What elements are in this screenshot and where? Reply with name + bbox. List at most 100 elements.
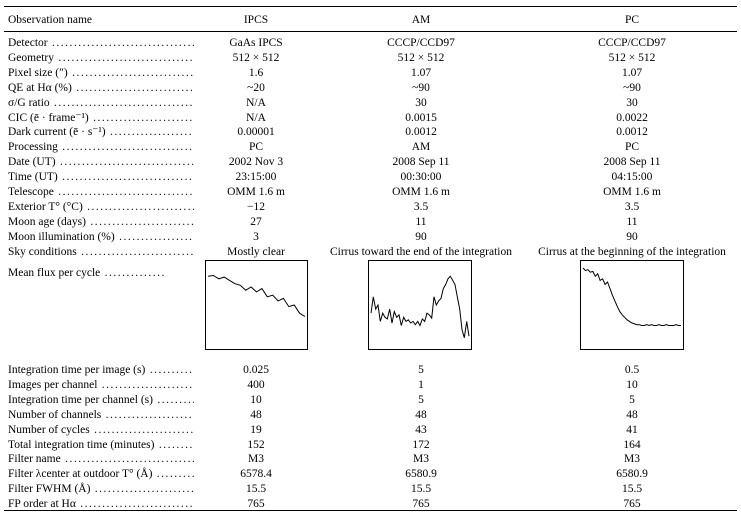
row-label: Images per channel .....................… <box>8 378 194 392</box>
cell-ipcs: 400 <box>247 378 265 391</box>
cell-am: 3.5 <box>413 200 429 213</box>
cell-pc: 0.0012 <box>616 126 648 139</box>
row-label-text: Filter λcenter at outdoor T° (Å) <box>8 468 153 481</box>
top-rule <box>4 6 737 7</box>
cell-ipcs: GaAs IPCS <box>229 37 283 49</box>
cell-ipcs: Mostly clear <box>227 245 285 258</box>
cell-ipcs: 19 <box>250 423 262 436</box>
flux-label: Mean flux per cycle .............. <box>8 266 194 280</box>
row-label-text: Processing <box>8 141 58 154</box>
flux-chart-am <box>368 260 472 350</box>
label-dots: .................................. <box>80 498 194 511</box>
cell-am: 6580.9 <box>405 468 437 481</box>
row-label-text: Integration time per image (s) <box>8 364 146 376</box>
cell-pc: 10 <box>626 378 638 391</box>
flux-series-line <box>207 274 306 317</box>
cell-ipcs: 152 <box>247 438 265 451</box>
header-am: AM <box>411 14 431 26</box>
cell-ipcs: 23:15:00 <box>235 171 277 184</box>
cell-am: 0.0015 <box>405 111 437 124</box>
flux-series-line <box>582 267 681 327</box>
label-dots: .................................. <box>94 423 194 436</box>
cell-ipcs: N/A <box>246 111 266 124</box>
row-label: Filter FWHM (Å) ........................… <box>8 482 194 496</box>
cell-ipcs: 765 <box>247 498 265 511</box>
row-label: QE at Hα (%) ...........................… <box>8 81 194 95</box>
row-label: Date (UT) ..............................… <box>8 155 194 169</box>
cell-am: 48 <box>415 408 427 421</box>
cell-ipcs: 1.6 <box>248 66 264 79</box>
label-dots: .................................. <box>156 468 194 481</box>
row-label: Integration time per image (s) .........… <box>8 363 194 377</box>
cell-ipcs: 512 × 512 <box>232 51 280 64</box>
cell-ipcs: 10 <box>250 393 262 406</box>
row-label-text: Detector <box>8 37 48 49</box>
cell-am: ~90 <box>412 81 430 94</box>
row-label-text: QE at Hα (%) <box>8 81 72 94</box>
cell-pc: ~90 <box>623 81 641 94</box>
row-label: Exterior T° (°C) .......................… <box>8 200 194 214</box>
row-label-text: Dark current (ē · s⁻¹) <box>8 126 106 139</box>
label-dots: .................................. <box>53 186 194 198</box>
cell-pc: CCCP/CCD97 <box>598 37 666 49</box>
row-label: Geometry ...............................… <box>8 51 194 65</box>
row-label-text: Moon age (days) <box>8 215 86 228</box>
cell-am: 00:30:00 <box>400 171 442 184</box>
label-dots: .................................. <box>94 483 194 496</box>
cell-pc: 11 <box>626 215 638 228</box>
row-label-text: Filter name <box>8 453 61 466</box>
row-label-text: Exterior T° (°C) <box>8 200 83 213</box>
cell-am: Cirrus toward the end of the integration <box>329 245 513 258</box>
cell-pc: 512 × 512 <box>608 51 656 64</box>
row-label-text: σ/G ratio <box>8 96 50 109</box>
row-label: CIC (ē · frame⁻¹) ......................… <box>8 111 194 125</box>
row-label-text: Time (UT) <box>8 171 58 184</box>
cell-am: AM <box>411 141 431 154</box>
label-dots: .................................. <box>119 230 194 243</box>
flux-plot-am <box>368 260 472 350</box>
label-dots: .................................. <box>93 111 194 124</box>
row-label: Processing .............................… <box>8 140 194 154</box>
row-label-text: Geometry <box>8 51 54 64</box>
row-label: Time (UT) ..............................… <box>8 170 194 184</box>
label-dots: .................................. <box>49 96 194 109</box>
cell-ipcs: M3 <box>248 453 264 466</box>
row-label-text: CIC (ē · frame⁻¹) <box>8 111 89 124</box>
cell-ipcs: 2002 Nov 3 <box>228 156 284 169</box>
label-dots: .................................. <box>81 245 194 258</box>
cell-am: 90 <box>415 230 427 243</box>
cell-am: 0.0012 <box>405 126 437 139</box>
cell-ipcs: PC <box>248 141 264 154</box>
bottom-rule <box>4 510 737 511</box>
cell-pc: 765 <box>623 498 641 511</box>
flux-chart-ipcs <box>205 260 308 350</box>
label-dots: .................................. <box>157 393 194 406</box>
row-label-text: Sky conditions <box>8 245 77 258</box>
label-dots: .................................. <box>110 126 194 139</box>
cell-pc: 2008 Sep 11 <box>603 156 661 169</box>
cell-pc: OMM 1.6 m <box>603 186 661 198</box>
cell-ipcs: 15.5 <box>245 483 267 496</box>
label-dots: .................................. <box>55 156 194 169</box>
cell-pc: 3.5 <box>624 200 640 213</box>
header-rule <box>4 31 737 32</box>
cell-ipcs: 6578.4 <box>240 468 272 481</box>
row-label: Number of cycles .......................… <box>8 423 194 437</box>
cell-ipcs: 3 <box>253 230 259 243</box>
row-label-text: Number of cycles <box>8 423 90 436</box>
cell-am: 30 <box>415 96 427 109</box>
cell-pc: 41 <box>626 423 638 436</box>
row-label-text: Filter FWHM (Å) <box>8 483 91 496</box>
plot-frame <box>580 260 684 350</box>
cell-pc: M3 <box>624 453 640 466</box>
label-dots: .................................. <box>53 51 194 64</box>
cell-am: CCCP/CCD97 <box>387 37 455 49</box>
flux-plot-ipcs <box>205 260 308 350</box>
cell-am: 765 <box>412 498 430 511</box>
label-dots: .................................. <box>149 364 194 376</box>
cell-am: 1 <box>418 378 424 391</box>
cell-pc: Cirrus at the beginning of the integrati… <box>538 245 726 258</box>
cell-ipcs: N/A <box>246 96 266 109</box>
row-label-text: FP order at Hα <box>8 498 76 511</box>
